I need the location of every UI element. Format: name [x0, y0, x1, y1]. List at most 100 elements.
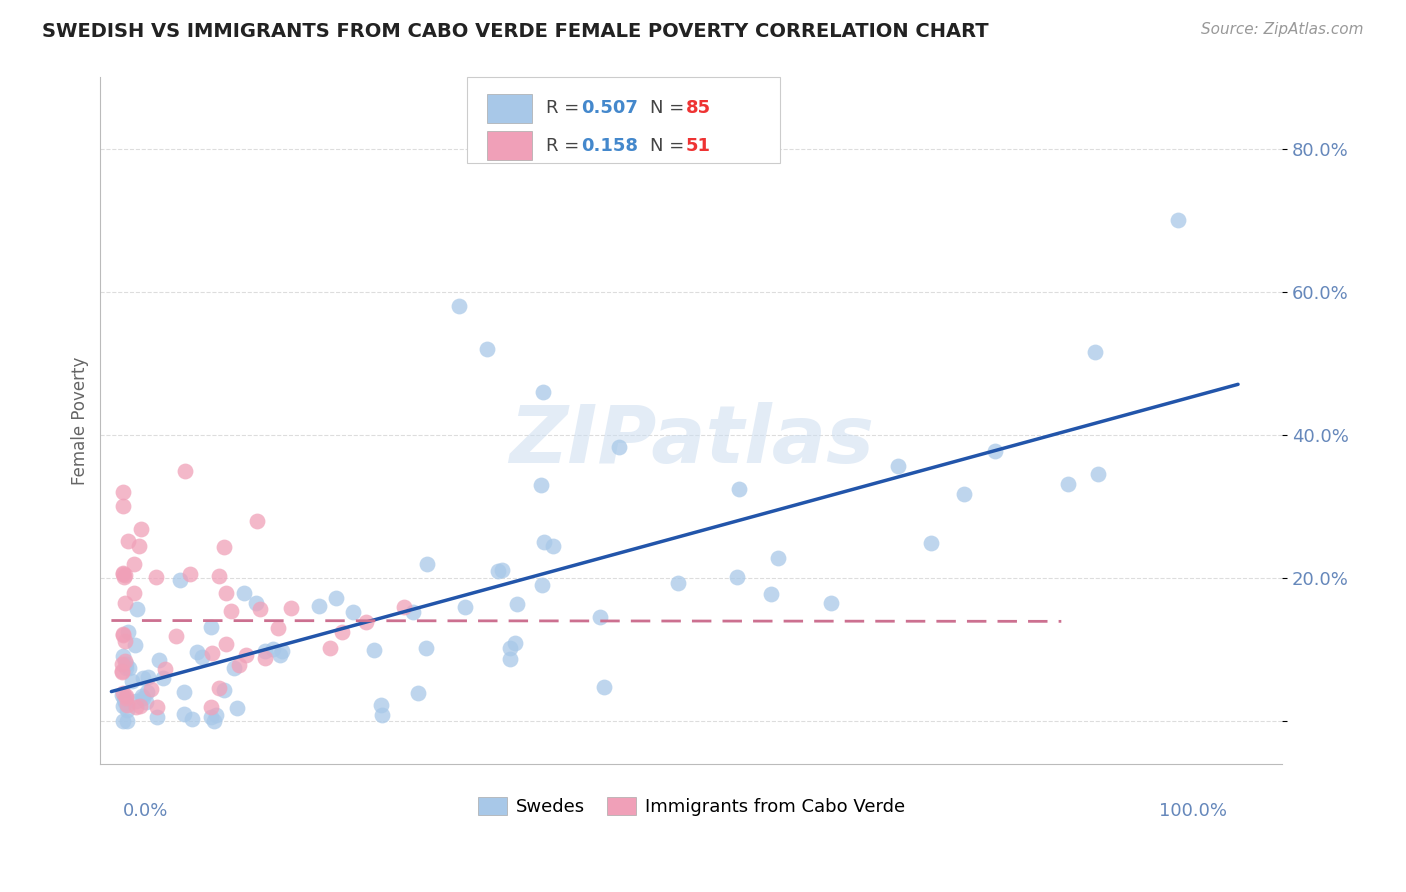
FancyBboxPatch shape: [486, 94, 531, 123]
Point: [766, 551, 789, 566]
Point: [221, 604, 243, 618]
Text: R =: R =: [546, 136, 585, 154]
Point: [666, 576, 689, 591]
Point: [454, 600, 477, 615]
Point: [111, 688, 134, 702]
Point: [371, 707, 394, 722]
Point: [200, 620, 222, 634]
Point: [531, 384, 554, 399]
Point: [114, 654, 136, 668]
Point: [114, 695, 136, 709]
Point: [128, 699, 150, 714]
Point: [173, 706, 195, 721]
Point: [111, 686, 134, 700]
Point: [370, 698, 392, 712]
Point: [607, 440, 630, 454]
Point: [111, 500, 134, 514]
Point: [253, 650, 276, 665]
Point: [111, 566, 134, 580]
Point: [984, 444, 1007, 458]
Point: [233, 586, 256, 600]
Point: [363, 642, 385, 657]
Point: [226, 701, 249, 715]
Point: [191, 650, 214, 665]
Point: [146, 699, 169, 714]
Text: Source: ZipAtlas.com: Source: ZipAtlas.com: [1201, 22, 1364, 37]
Point: [115, 657, 138, 671]
Point: [887, 458, 910, 473]
Point: [148, 653, 170, 667]
Point: [491, 563, 513, 577]
Point: [114, 596, 136, 610]
Point: [1057, 477, 1080, 491]
Point: [262, 642, 284, 657]
Point: [952, 487, 974, 501]
Point: [416, 558, 439, 572]
Point: [449, 299, 471, 313]
Point: [402, 605, 425, 619]
Point: [212, 541, 235, 555]
Point: [486, 564, 509, 578]
Point: [129, 522, 152, 536]
Point: [173, 684, 195, 698]
Point: [131, 689, 153, 703]
Point: [506, 598, 529, 612]
Point: [131, 690, 153, 705]
Point: [112, 570, 135, 584]
Text: 51: 51: [685, 136, 710, 154]
Point: [146, 710, 169, 724]
Point: [499, 652, 522, 666]
Text: 85: 85: [685, 100, 710, 118]
Point: [122, 558, 145, 572]
Text: N =: N =: [650, 100, 690, 118]
Point: [180, 712, 202, 726]
Point: [308, 599, 330, 614]
Point: [475, 342, 498, 356]
Point: [342, 605, 364, 619]
Point: [214, 637, 236, 651]
Point: [124, 638, 146, 652]
Point: [111, 714, 134, 728]
Point: [212, 683, 235, 698]
Point: [111, 626, 134, 640]
Point: [245, 596, 267, 610]
Point: [1167, 213, 1189, 227]
Point: [530, 478, 553, 492]
Point: [222, 661, 245, 675]
Point: [208, 681, 231, 695]
Point: [205, 708, 228, 723]
Point: [153, 662, 176, 676]
Point: [118, 661, 141, 675]
Y-axis label: Female Poverty: Female Poverty: [72, 357, 89, 485]
Point: [121, 674, 143, 689]
Text: ZIPatlas: ZIPatlas: [509, 402, 873, 480]
Point: [114, 634, 136, 648]
Point: [115, 661, 138, 675]
Point: [1083, 345, 1105, 359]
Point: [330, 624, 353, 639]
Point: [174, 464, 197, 478]
Point: [728, 482, 751, 496]
Point: [112, 691, 135, 706]
Point: [235, 648, 257, 663]
Point: [215, 586, 238, 600]
Point: [503, 635, 526, 649]
Point: [111, 665, 134, 679]
Text: 100.0%: 100.0%: [1159, 802, 1227, 820]
Point: [200, 699, 222, 714]
Point: [394, 600, 416, 615]
Point: [186, 645, 208, 659]
Point: [115, 691, 138, 706]
Point: [589, 610, 612, 624]
Point: [533, 534, 555, 549]
FancyBboxPatch shape: [467, 78, 780, 163]
Text: 0.507: 0.507: [581, 100, 638, 118]
Point: [117, 534, 139, 549]
Point: [145, 570, 167, 584]
Point: [128, 539, 150, 553]
Point: [115, 689, 138, 703]
Point: [269, 648, 291, 663]
Point: [111, 566, 134, 581]
Point: [111, 698, 134, 713]
Point: [138, 670, 160, 684]
